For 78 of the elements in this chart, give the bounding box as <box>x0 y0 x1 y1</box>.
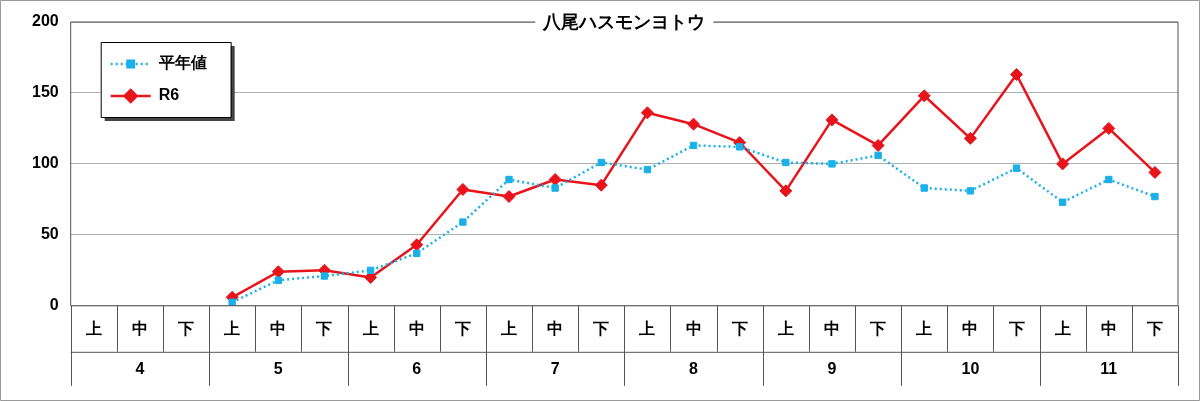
text: 4 <box>135 360 145 378</box>
point <box>1105 175 1113 184</box>
x-tick-label: 中 <box>547 319 564 337</box>
point <box>551 184 559 192</box>
point <box>920 184 928 192</box>
point <box>871 138 885 152</box>
x-tick-label: 下 <box>1145 319 1163 337</box>
point <box>228 298 236 306</box>
y-tick-label: 150 <box>31 83 59 101</box>
point <box>1056 157 1070 171</box>
x-tick-label: 上 <box>638 319 656 337</box>
point <box>366 266 375 275</box>
text: 11 <box>1100 360 1118 378</box>
x-tick-label: 中 <box>823 319 840 337</box>
text: 10 <box>961 360 980 378</box>
x-tick-label: 上 <box>915 319 933 337</box>
point <box>828 160 836 168</box>
point <box>1148 165 1162 179</box>
point <box>456 182 470 196</box>
point <box>687 117 701 131</box>
x-tick-label: 中 <box>685 319 702 337</box>
x-tick-label: 下 <box>869 319 887 337</box>
x-tick-label: 中 <box>270 319 287 337</box>
point <box>271 265 285 279</box>
x-tick-label: 下 <box>315 319 333 337</box>
point <box>548 173 562 187</box>
point <box>1012 164 1021 172</box>
point <box>736 143 744 151</box>
x-tick-label: 下 <box>592 319 610 337</box>
x-tick-label: 下 <box>177 319 195 337</box>
point <box>874 151 882 160</box>
y-tick-label: 100 <box>31 154 59 172</box>
point <box>413 249 421 257</box>
x-tick-label: 上 <box>1053 319 1071 337</box>
x-tick-label: 上 <box>84 319 102 337</box>
point <box>594 178 608 192</box>
x-tick-label: 上 <box>361 319 379 337</box>
point <box>505 175 513 184</box>
y-tick-label: 0 <box>49 296 59 314</box>
point <box>1102 121 1116 135</box>
point <box>274 276 282 284</box>
text: 9 <box>827 360 837 378</box>
text: 8 <box>689 360 699 378</box>
point <box>689 141 698 150</box>
point <box>640 106 654 120</box>
x-tick-label: 下 <box>453 319 471 337</box>
point <box>963 131 977 145</box>
text: 5 <box>273 360 283 378</box>
point <box>782 158 790 167</box>
x-tick-label: 下 <box>1007 319 1025 337</box>
text: 7 <box>550 360 560 378</box>
point <box>459 218 467 226</box>
legend-label: 平年値 <box>157 54 207 72</box>
text: 6 <box>412 360 422 378</box>
point <box>966 187 975 195</box>
point <box>502 190 516 204</box>
point <box>917 89 931 103</box>
point <box>779 184 793 198</box>
x-tick-label: 中 <box>131 319 148 337</box>
point <box>825 113 839 127</box>
point <box>320 272 329 280</box>
point <box>643 165 652 174</box>
point <box>1058 198 1067 206</box>
point <box>410 238 424 252</box>
point <box>1010 68 1024 81</box>
x-tick-label: 上 <box>223 319 241 337</box>
x-tick-label: 下 <box>730 319 748 337</box>
x-tick-label: 中 <box>962 319 979 337</box>
legend-label: R6 <box>158 86 180 104</box>
point <box>597 158 605 167</box>
y-tick-label: 200 <box>31 12 59 30</box>
x-tick-label: 中 <box>1100 319 1117 337</box>
point <box>1151 192 1159 201</box>
x-tick-label: 上 <box>776 319 794 337</box>
chart-title: 八尾ハスモンヨトウ <box>542 11 706 32</box>
y-tick-label: 50 <box>40 225 59 243</box>
x-tick-label: 中 <box>408 319 425 337</box>
x-tick-label: 上 <box>500 319 517 337</box>
